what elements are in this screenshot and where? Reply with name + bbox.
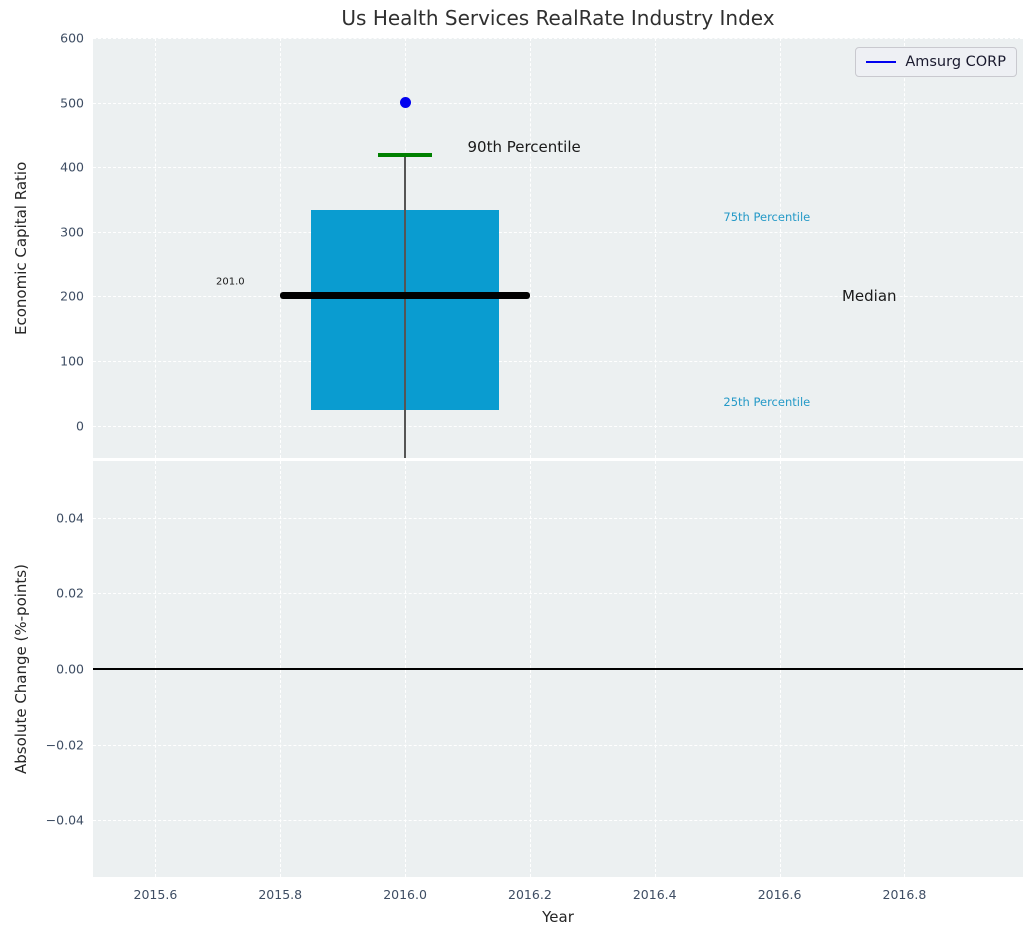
x-tick-label: 2016.0	[383, 887, 427, 902]
grid-line-horizontal	[93, 167, 1023, 169]
whisker-line	[404, 154, 406, 458]
y-tick-label: 100	[60, 353, 84, 369]
y-tick-label: 0.00	[56, 661, 84, 677]
top-plot-area: 201.0 90th Percentile 75th Percentile Media…	[93, 38, 1023, 458]
x-tick-label: 2016.8	[882, 887, 927, 902]
grid-line-vertical	[904, 38, 906, 458]
y-tick-label: 0.04	[56, 510, 84, 526]
legend: Amsurg CORP	[855, 47, 1017, 77]
y-tick-label: 500	[60, 95, 84, 111]
y-tick-label: 0.02	[56, 585, 84, 601]
y-tick-label: 200	[60, 288, 84, 304]
x-tick-label: 2016.4	[632, 887, 677, 902]
company-marker	[399, 97, 411, 109]
y-tick-label: 400	[60, 159, 84, 175]
grid-line-horizontal	[93, 38, 1023, 39]
x-tick-label: 2016.2	[508, 887, 552, 902]
p90-cap-line	[378, 153, 432, 157]
median-line	[280, 292, 530, 300]
x-axis-label: Year	[542, 908, 574, 926]
bottom-plot-area	[93, 461, 1023, 877]
chart-title: Us Health Services RealRate Industry Ind…	[341, 6, 775, 30]
x-tick-label: 2015.6	[133, 887, 178, 902]
grid-line-horizontal	[93, 231, 1023, 233]
annotation: Median	[841, 286, 897, 305]
grid-line-vertical	[280, 38, 282, 458]
y-tick-label: 600	[60, 30, 84, 46]
grid-line-horizontal	[93, 361, 1023, 363]
zero-reference-line	[93, 668, 1023, 670]
legend-label: Amsurg CORP	[905, 54, 1006, 70]
y-tick-label: −0.04	[45, 812, 84, 828]
annotation: 90th Percentile	[467, 137, 581, 156]
grid-line-vertical	[779, 38, 781, 458]
x-tick-label: 2016.6	[757, 887, 802, 902]
x-tick-label: 2015.8	[258, 887, 303, 902]
grid-line-horizontal	[93, 744, 1023, 746]
legend-line-sample-icon	[866, 61, 897, 63]
annotation: 201.0	[215, 276, 245, 288]
y-tick-label: 300	[60, 224, 84, 240]
annotation: 75th Percentile	[723, 209, 811, 224]
grid-line-vertical	[654, 38, 656, 458]
grid-line-horizontal	[93, 425, 1023, 427]
grid-line-horizontal	[93, 102, 1023, 104]
grid-line-horizontal	[93, 517, 1023, 519]
grid-line-horizontal	[93, 593, 1023, 595]
grid-line-horizontal	[93, 820, 1023, 822]
grid-line-vertical	[155, 38, 157, 458]
annotation: 25th Percentile	[723, 395, 811, 410]
y-tick-label: 0	[76, 418, 84, 434]
y-tick-label: −0.02	[45, 737, 84, 753]
grid-line-horizontal	[93, 296, 1023, 298]
grid-line-vertical	[529, 38, 531, 458]
